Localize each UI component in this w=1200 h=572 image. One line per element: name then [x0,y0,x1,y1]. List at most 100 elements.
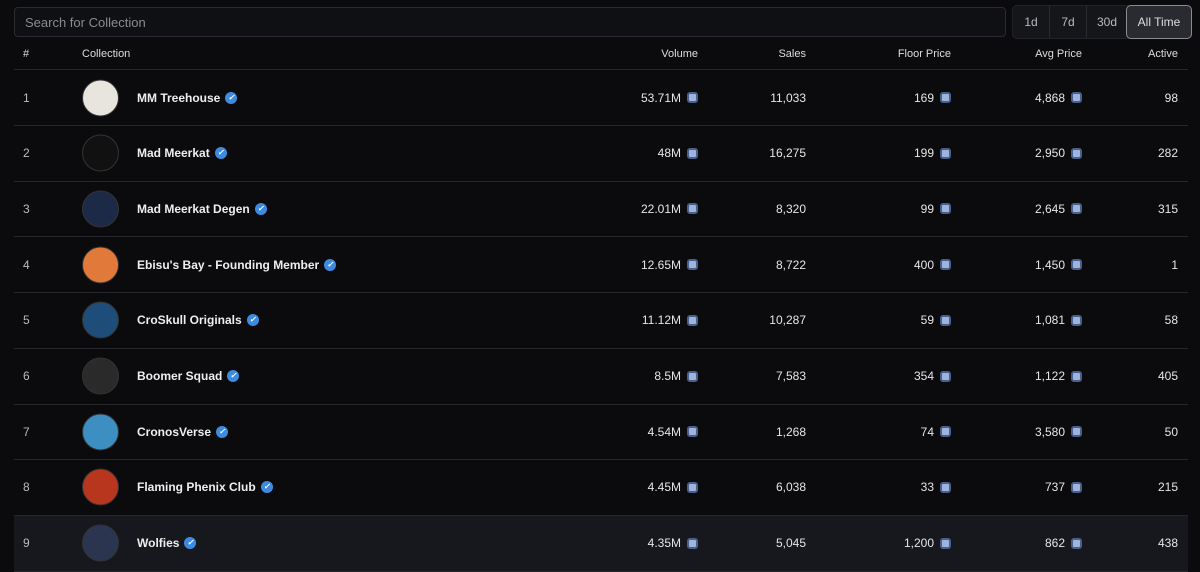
verified-icon: ✓ [260,481,273,494]
table-row[interactable]: 7 CronosVerse ✓ 4.54M 1,268 74 3,580 50 [14,404,1188,461]
collection-avatar[interactable] [82,413,119,451]
tab-7d[interactable]: 7d [1050,6,1087,38]
rank: 6 [23,369,30,383]
collection-avatar[interactable] [82,134,119,172]
volume-value: 22.01M [640,201,681,216]
avg-value: 862 [1044,536,1065,551]
volume-value: 48M [657,146,681,161]
active: 1 [1171,257,1178,272]
table-header: # Collection Volume Sales Floor Price Av… [14,40,1188,70]
avg-value: 1,122 [1034,369,1065,383]
tab-all-time[interactable]: All Time [1126,5,1192,39]
collection-name[interactable]: MM Treehouse ✓ [137,90,238,105]
header-avg-price[interactable]: Avg Price [1035,48,1082,60]
sales: 10,287 [769,313,806,328]
collection-avatar[interactable] [82,190,119,228]
collection-name-text: Ebisu's Bay - Founding Member [137,257,320,272]
volume: 12.65M [641,258,698,272]
volume-value: 12.65M [640,257,681,272]
search-input[interactable] [14,7,1006,37]
cro-coin-icon [1071,314,1082,326]
cro-coin-icon [687,92,698,103]
header-volume[interactable]: Volume [661,48,698,60]
collection-avatar[interactable] [82,524,119,562]
cro-coin-icon [940,92,951,103]
verified-icon: ✓ [246,314,259,327]
avg-price: 1,122 [1035,369,1082,383]
header-sales[interactable]: Sales [778,48,806,60]
rank: 1 [23,90,30,105]
collection-name[interactable]: Ebisu's Bay - Founding Member ✓ [137,257,337,272]
collection-name-text: CronosVerse [137,424,212,439]
volume: 4.54M [648,425,698,439]
collection-name[interactable]: Mad Meerkat Degen ✓ [137,202,267,216]
rank: 4 [23,257,30,272]
header-active[interactable]: Active [1148,48,1178,60]
floor-value: 354 [913,369,934,383]
table-row[interactable]: 5 CroSkull Originals ✓ 11.12M 10,287 59 1… [14,293,1188,349]
table-row[interactable]: 3 Mad Meerkat Degen ✓ 22.01M 8,320 99 2,6… [14,181,1188,238]
floor-value: 1,200 [903,536,934,551]
collection-name-text: MM Treehouse [137,90,221,105]
table-row[interactable]: 6 Boomer Squad ✓ 8.5M 7,583 354 1,122 405 [14,349,1188,405]
collection-avatar[interactable] [82,357,119,395]
floor-price: 1,200 [904,536,951,550]
cro-coin-icon [687,537,698,549]
collection-name[interactable]: Wolfies ✓ [137,536,197,550]
table-row[interactable]: 2 Mad Meerkat ✓ 48M 16,275 199 2,950 282 [14,126,1188,182]
table-row[interactable]: 1 MM Treehouse ✓ 53.71M 11,033 169 4,868 … [14,70,1188,126]
header-floor-price[interactable]: Floor Price [897,48,951,60]
collection-name[interactable]: CroSkull Originals ✓ [137,313,259,327]
cro-coin-icon [687,203,698,215]
volume: 8.5M [654,369,698,383]
collection-avatar[interactable] [82,246,119,284]
sales: 5,045 [775,536,806,551]
verified-icon: ✓ [254,202,267,215]
table-row[interactable]: 4 Ebisu's Bay - Founding Member ✓ 12.65M … [14,237,1188,294]
verified-icon: ✓ [225,91,238,104]
floor-price: 59 [921,313,951,327]
volume: 53.71M [641,91,698,105]
active: 282 [1157,146,1178,161]
sales: 16,275 [769,146,806,161]
cro-coin-icon [687,259,698,271]
collection-name[interactable]: CronosVerse ✓ [137,424,229,439]
active: 50 [1164,424,1178,439]
table-row[interactable]: 8 Flaming Phenix Club ✓ 4.45M 6,038 33 73… [14,460,1188,516]
tab-30d[interactable]: 30d [1096,15,1118,29]
collection-name[interactable]: Boomer Squad ✓ [137,369,240,383]
avg-value: 1,450 [1034,257,1065,272]
avg-price: 862 [1045,536,1082,550]
avg-value: 1,081 [1034,313,1065,328]
collection-avatar[interactable] [82,468,119,506]
avg-price: 1,450 [1035,258,1082,272]
verified-icon: ✓ [214,147,227,160]
collection-avatar[interactable] [82,301,119,339]
collection-avatar[interactable] [82,79,119,116]
cro-coin-icon [940,370,951,382]
cro-coin-icon [1071,481,1082,493]
collection-name[interactable]: Mad Meerkat ✓ [137,146,227,160]
avg-value: 3,580 [1034,424,1065,439]
volume: 4.45M [648,480,698,494]
floor-value: 400 [913,257,934,272]
rank: 3 [23,201,30,216]
floor-value: 33 [920,480,934,495]
table-row[interactable]: 9 Wolfies ✓ 4.35M 5,045 1,200 862 438 [14,515,1188,572]
rank: 7 [23,424,30,439]
collection-name[interactable]: Flaming Phenix Club ✓ [137,480,273,494]
active: 315 [1157,201,1178,216]
sales: 7,583 [775,369,806,383]
floor-price: 169 [914,91,951,105]
sales: 11,033 [770,90,806,105]
avg-price: 2,950 [1035,146,1082,160]
floor-price: 199 [914,146,951,160]
floor-value: 99 [920,201,934,216]
avg-value: 4,868 [1034,90,1065,105]
tab-1d[interactable]: 1d [1013,6,1050,38]
time-range-tabs: 1d 7d 30d All Time [1012,5,1192,39]
verified-icon: ✓ [216,425,229,438]
cro-coin-icon [687,147,698,159]
volume: 4.35M [648,536,698,550]
cro-coin-icon [940,259,951,271]
